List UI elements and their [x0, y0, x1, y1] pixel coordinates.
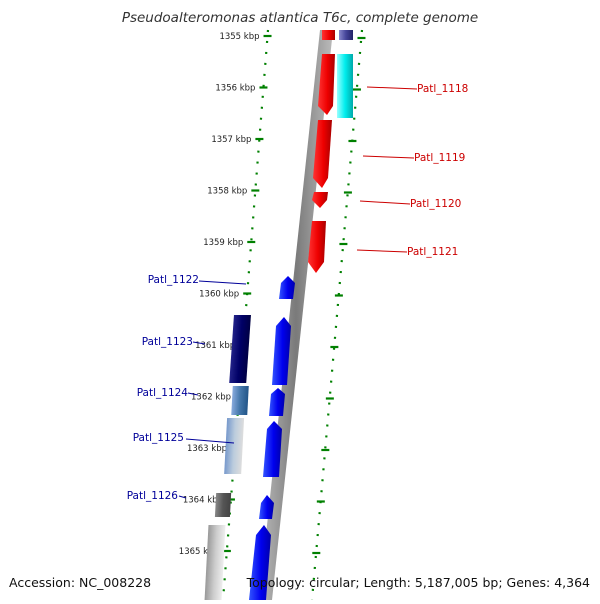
tick-label: 1364 kbp [183, 496, 223, 506]
leader-patl-1120 [359, 200, 411, 205]
gene-label-patl-1125[interactable]: Patl_1125 [133, 432, 184, 444]
leader-patl-1121 [356, 249, 408, 253]
tick-line-right [310, 29, 364, 601]
gene-feature-cyan[interactable] [337, 54, 353, 118]
ruler-ticks [222, 34, 366, 555]
tick-label: 1362 kbp [191, 393, 231, 403]
gene-arrow-patl-1119[interactable] [313, 120, 332, 188]
tick-label: 1360 kbp [199, 290, 239, 300]
tick-label: 1357 kbp [211, 135, 251, 145]
leader-patl-1118 [366, 86, 418, 90]
gene-block-patl-1124-steel[interactable] [231, 386, 249, 415]
gene-arrow-patl-1123[interactable] [272, 317, 291, 385]
leader-patl-1119 [362, 155, 415, 159]
gene-label-patl-1126[interactable]: Patl_1126 [127, 490, 179, 502]
accession-text: Accession: NC_008228 [9, 575, 152, 590]
gene-label-patl-1119[interactable]: Patl_1119 [414, 152, 465, 164]
gene-label-patl-1121[interactable]: Patl_1121 [407, 246, 458, 258]
gene-label-patl-1120[interactable]: Patl_1120 [410, 198, 461, 210]
gene-feature-top-purple[interactable] [339, 30, 353, 40]
tick-label: 1358 kbp [207, 187, 247, 197]
tick-label: 1363 kbp [187, 444, 227, 454]
tick-label: 1359 kbp [203, 238, 243, 248]
leader-patl-1124 [187, 392, 199, 396]
ruler-tick-labels: 1355 kbp 1356 kbp 1357 kbp 1358 kbp 1359 kbp… [179, 32, 260, 557]
tick-label: 1361 kbp [195, 341, 235, 351]
gene-arrow-patl-1118[interactable] [318, 54, 335, 115]
gene-block-patl-1126-gray[interactable] [214, 493, 232, 517]
leader-patl-1126 [178, 495, 187, 499]
gene-arrow-patl-1120[interactable] [312, 192, 328, 208]
topology-text: Topology: circular; Length: 5,187,005 bp… [246, 575, 590, 590]
gene-block-bottom-gray[interactable] [204, 525, 226, 600]
gene-label-patl-1122[interactable]: Patl_1122 [148, 274, 199, 286]
gene-arrow-patl-1121[interactable] [308, 221, 326, 273]
gene-arrow-bottom[interactable] [249, 525, 271, 600]
tick-label: 1356 kbp [215, 84, 255, 94]
gene-feature-top-red[interactable] [322, 30, 335, 40]
reverse-strand-genes [204, 276, 295, 600]
gene-arrow-patl-1126[interactable] [259, 495, 274, 519]
forward-gene-labels: Patl_1118 Patl_1119 Patl_1120 Patl_1121 [356, 83, 468, 258]
forward-strand-genes [308, 30, 353, 273]
gene-label-patl-1124[interactable]: Patl_1124 [137, 387, 189, 399]
gene-arrow-patl-1125[interactable] [263, 421, 282, 477]
gene-label-patl-1118[interactable]: Patl_1118 [417, 83, 468, 95]
leader-patl-1122 [198, 280, 247, 285]
tick-label: 1355 kbp [219, 32, 259, 42]
leader-patl-1125 [185, 438, 235, 444]
genome-title: Pseudoalteromonas atlantica T6c, complet… [121, 10, 479, 26]
gene-arrow-patl-1124[interactable] [269, 388, 285, 416]
gene-arrow-patl-1122[interactable] [279, 276, 295, 299]
tick-label: 1365 kbp [179, 547, 219, 557]
reverse-gene-labels: Patl_1122 Patl_1123 Patl_1124 Patl_1125 … [127, 274, 247, 502]
gene-label-patl-1123[interactable]: Patl_1123 [142, 336, 193, 348]
gene-block-patl-1125-steel[interactable] [224, 418, 245, 474]
gene-block-patl-1123-navy[interactable] [229, 315, 251, 383]
leader-patl-1123 [192, 341, 206, 345]
